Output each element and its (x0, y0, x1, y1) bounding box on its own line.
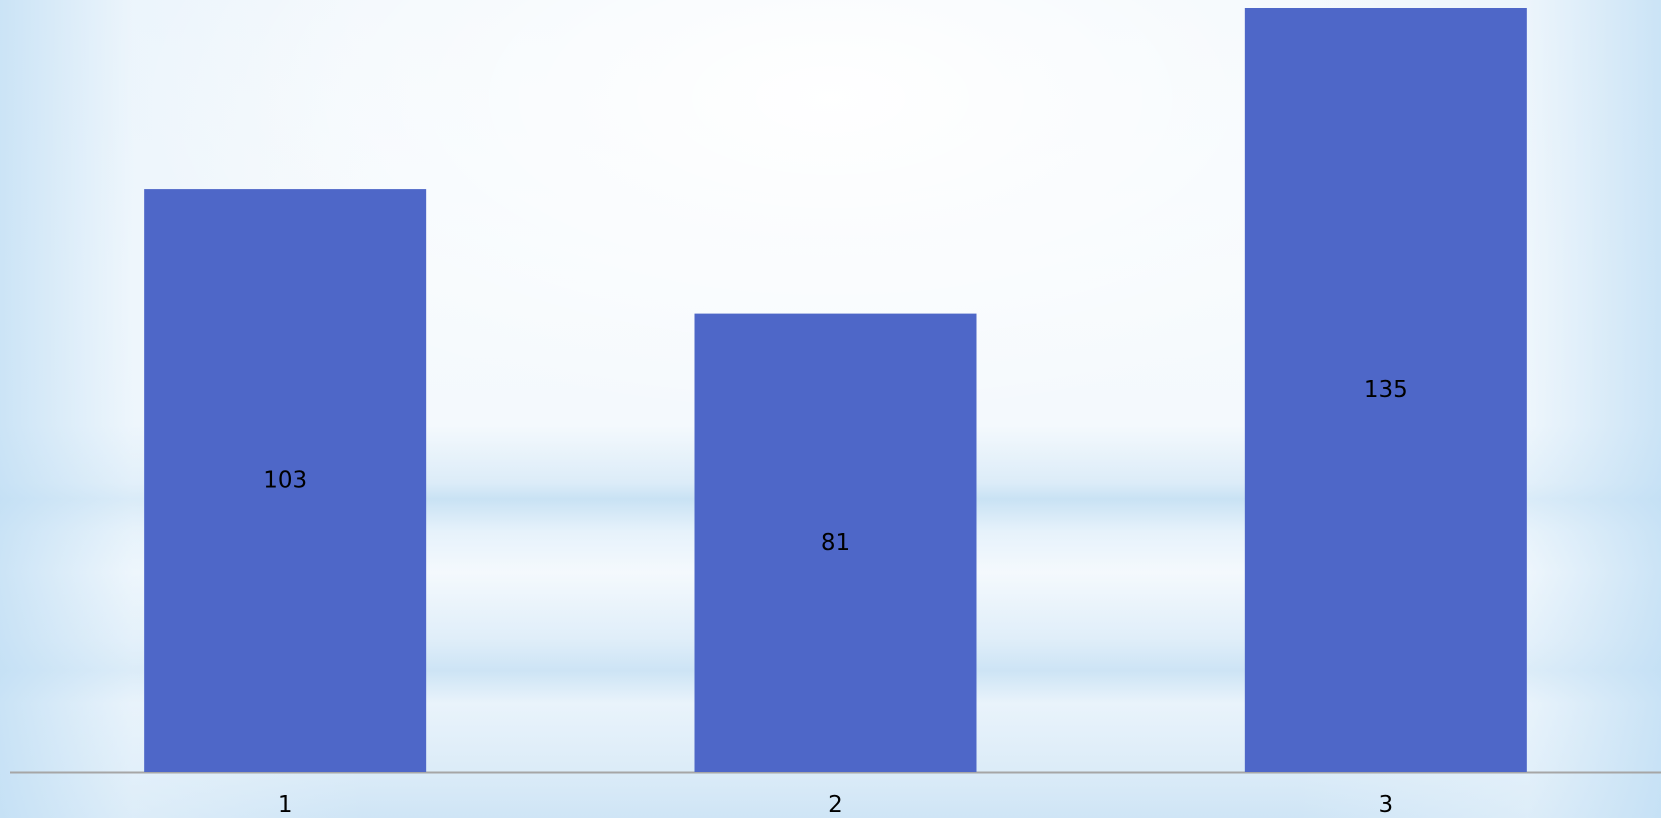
bar-1 (144, 189, 427, 772)
data-label-1: 103 (263, 468, 307, 494)
bar-3 (1244, 8, 1527, 772)
data-label-3: 135 (1364, 377, 1408, 403)
bar-2 (694, 313, 977, 772)
data-label-2: 81 (821, 530, 850, 556)
bars-group (144, 8, 1527, 772)
x-tick-label-3: 3 (1379, 792, 1394, 818)
data-labels-group: 103 81 135 (263, 377, 1408, 556)
x-tick-labels-group: 1 2 3 (278, 792, 1393, 818)
x-tick-label-1: 1 (278, 792, 293, 818)
x-tick-label-2: 2 (828, 792, 843, 818)
